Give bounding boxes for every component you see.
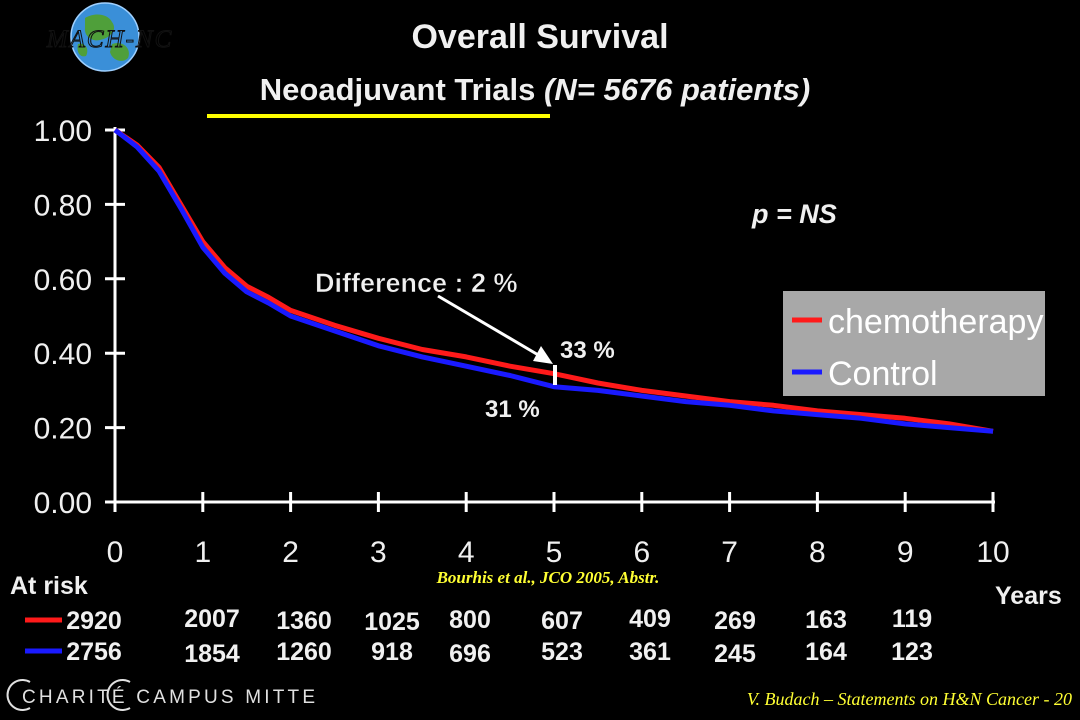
series-line-chemotherapy — [113, 127, 994, 434]
x-tick-label: 8 — [809, 536, 826, 569]
at-risk-chemotherapy-value: 1025 — [364, 608, 420, 636]
x-tick-label: 6 — [633, 536, 650, 569]
at-risk-control-value: 696 — [449, 640, 491, 668]
control-percent-label: 31 % — [485, 396, 540, 423]
x-tick-label: 1 — [194, 536, 211, 569]
x-tick-label: 5 — [546, 536, 563, 569]
footer-left: CHARITÉ CAMPUS MITTE — [22, 687, 318, 708]
at-risk-chemotherapy-value: 409 — [629, 605, 671, 633]
slide-subtitle: Neoadjuvant Trials (N= 5676 patients) — [260, 72, 810, 107]
p-value-label: p = NS — [751, 199, 837, 229]
at-risk-control-value: 123 — [891, 638, 933, 666]
x-tick-label: 0 — [107, 536, 124, 569]
legend-label-chemotherapy: chemotherapy — [828, 303, 1043, 341]
y-tick-label: 0.40 — [34, 338, 92, 371]
at-risk-chemotherapy-value: 269 — [714, 607, 756, 635]
difference-label: Difference : 2 % — [315, 268, 518, 298]
at-risk-chemotherapy-value: 163 — [805, 606, 847, 634]
at-risk-chemotherapy-value: 1360 — [276, 607, 332, 635]
legend-label-control: Control — [828, 355, 938, 393]
charite-logo: CHARITÉ CAMPUS MITTE — [6, 679, 318, 711]
y-tick-label: 0.00 — [34, 487, 92, 520]
at-risk-control-value: 918 — [371, 638, 413, 666]
x-tick-label: 3 — [370, 536, 387, 569]
series-layer — [113, 127, 994, 434]
legend-box — [783, 291, 1045, 396]
x-tick-label: 9 — [897, 536, 914, 569]
at-risk-control-value: 523 — [541, 638, 583, 666]
at-risk-control-value: 164 — [805, 638, 847, 666]
x-tick-label: 4 — [458, 536, 475, 569]
y-tick-label: 1.00 — [34, 115, 92, 148]
y-ticks: 0.00 0.20 0.40 0.60 0.80 1.00 — [34, 115, 125, 520]
at-risk-chemotherapy-value: 800 — [449, 606, 491, 634]
at-risk-chemotherapy-value: 2007 — [184, 605, 240, 633]
difference-arrow — [437, 294, 553, 364]
x-tick-label: 10 — [976, 536, 1009, 569]
globe-logo: MACH-NC — [45, 2, 174, 72]
slide-title: Overall Survival — [411, 18, 668, 56]
at-risk-chemotherapy-value: 2920 — [66, 607, 122, 635]
x-axis-label: Years — [995, 582, 1062, 610]
y-tick-label: 0.20 — [34, 413, 92, 446]
footer-right: V. Budach – Statements on H&N Cancer - 2… — [747, 689, 1072, 709]
series-line-control — [113, 128, 994, 434]
subtitle-main: Neoadjuvant Trials — [260, 72, 544, 107]
at-risk-control-value: 1854 — [184, 640, 240, 668]
at-risk-control-value: 1260 — [276, 638, 332, 666]
subtitle-italic: (N= 5676 patients) — [544, 72, 810, 107]
at-risk-control-value: 245 — [714, 640, 756, 668]
at-risk-chemotherapy-value: 119 — [892, 605, 932, 633]
chart-legend: chemotherapy Control — [783, 291, 1045, 396]
at-risk-table: 2920 2007 1360 1025 800 607 409 269 163 119 2756 18… — [66, 605, 933, 668]
chemo-percent-label: 33 % — [560, 337, 615, 364]
at-risk-label: At risk — [10, 572, 88, 600]
x-ticks: 0 1 2 3 4 5 6 7 8 9 10 — [107, 492, 1010, 569]
logo-text: MACH-NC — [46, 26, 174, 53]
x-tick-label: 2 — [282, 536, 299, 569]
citation: Bourhis et al., JCO 2005, Abstr. — [436, 568, 660, 587]
y-tick-label: 0.60 — [34, 264, 92, 297]
x-tick-label: 7 — [721, 536, 738, 569]
at-risk-chemotherapy-value: 607 — [541, 607, 583, 635]
at-risk-control-value: 2756 — [66, 638, 122, 666]
y-tick-label: 0.80 — [34, 189, 92, 222]
at-risk-control-value: 361 — [629, 638, 671, 666]
